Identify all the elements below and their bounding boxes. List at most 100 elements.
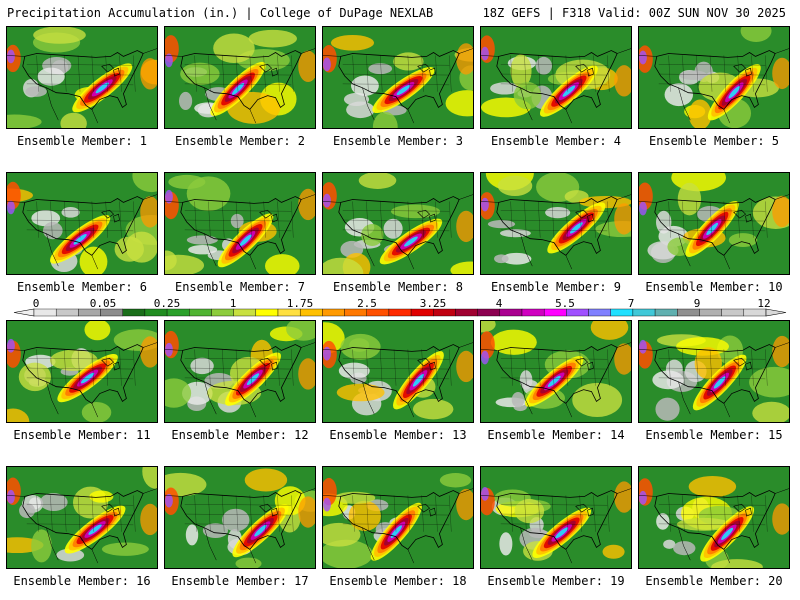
dry-area-shading (185, 524, 199, 546)
precip-shading-area (740, 27, 772, 42)
precip-core-band (706, 222, 719, 236)
ensemble-member-label: Ensemble Member: 11 (13, 428, 151, 442)
canada-border-line (481, 342, 631, 351)
colorbar-tick-label: 0.25 (153, 297, 181, 310)
ensemble-member-label: Ensemble Member: 18 (329, 574, 467, 588)
precip-shading-area (265, 254, 300, 274)
precip-core-band (555, 527, 569, 539)
ensemble-member-map (322, 172, 474, 275)
colorbar-swatch (299, 308, 323, 317)
state-boundary-lines (184, 495, 294, 532)
precip-shading-area (490, 329, 537, 355)
precip-shading-area (79, 246, 108, 274)
canada-border-line (7, 342, 157, 351)
colorbar-swatch (33, 308, 57, 317)
precip-shading-area (165, 378, 192, 408)
dry-area-shading (350, 75, 379, 96)
colorbar-swatch (233, 308, 257, 317)
mexico-border-line (520, 87, 573, 124)
dry-area-shading (664, 83, 694, 107)
colorbar-swatch (166, 308, 190, 317)
ensemble-member-label: Ensemble Member: 12 (171, 428, 309, 442)
precip-shading-area (336, 383, 385, 402)
precip-shading-area (590, 321, 629, 340)
ensemble-member-label: Ensemble Member: 2 (174, 134, 306, 148)
colorbar-swatch (211, 308, 234, 317)
colorbar-tick-label: 2.5 (357, 297, 377, 310)
state-boundary-lines (342, 495, 452, 532)
colorbar-swatch (521, 308, 545, 317)
precip-shading-area (186, 176, 231, 211)
colorbar-tick-label: 1.75 (286, 297, 314, 310)
ensemble-member-map (638, 466, 790, 569)
state-boundary-lines (184, 55, 294, 92)
mexico-border-line (46, 527, 99, 564)
mexico-border-line (678, 233, 731, 270)
mexico-border-line (204, 87, 257, 124)
model-valid-time: 18Z GEFS | F318 Valid: 00Z SUN NOV 30 20… (482, 6, 786, 20)
precip-shading-area (412, 398, 454, 420)
precip-shading-area (497, 175, 533, 197)
dry-area-shading (535, 56, 553, 75)
canada-border-line (165, 48, 315, 57)
colorbar-swatch (144, 308, 168, 317)
state-boundary-lines (26, 495, 136, 532)
atlantic-precip-shading (298, 496, 315, 528)
dry-area-shading (61, 207, 80, 218)
colorbar-tick-label: 0 (32, 297, 40, 310)
coastal-precip-core (639, 490, 647, 505)
precip-shading-area (510, 54, 532, 88)
precip-shading-area (18, 362, 52, 392)
ensemble-member-map (6, 320, 158, 423)
mexico-border-line (204, 233, 257, 270)
us-border-outline (338, 344, 460, 404)
coastal-precip-core (323, 346, 331, 361)
state-boundary-lines (658, 201, 768, 238)
precip-shading-area (248, 29, 297, 48)
us-border-outline (22, 344, 144, 404)
precip-shading-area (688, 475, 737, 498)
precip-core-band (396, 84, 411, 96)
colorbar-swatch (433, 308, 456, 317)
dry-area-shading (656, 513, 670, 530)
ensemble-member-label: Ensemble Member: 19 (487, 574, 625, 588)
colorbar-swatch (55, 308, 79, 317)
dry-area-shading (37, 67, 65, 86)
us-border-outline (338, 490, 460, 550)
colorbar-swatch (588, 308, 611, 317)
ensemble-member-label: Ensemble Member: 14 (487, 428, 625, 442)
coastal-precip-core (7, 49, 15, 64)
precip-core-band (246, 373, 260, 386)
atlantic-precip-shading (140, 58, 157, 90)
dry-area-shading (25, 86, 47, 97)
precip-shading-area (749, 366, 789, 398)
ensemble-member-label: Ensemble Member: 9 (490, 280, 622, 294)
precip-shading-area (7, 114, 42, 128)
state-boundary-lines (500, 495, 610, 532)
ensemble-member-map (322, 320, 474, 423)
colorbar-swatch (677, 308, 700, 317)
precip-shading-area (213, 33, 255, 64)
mexico-border-line (362, 527, 415, 564)
precip-shading-area (361, 224, 384, 246)
precip-shading-area (7, 408, 30, 422)
colorbar-tick-label: 5.5 (555, 297, 575, 310)
mexico-border-line (678, 87, 731, 124)
canada-border-line (481, 48, 631, 57)
atlantic-precip-shading (614, 481, 631, 513)
colorbar-swatch (499, 308, 523, 317)
ensemble-member-map (480, 26, 632, 129)
dry-area-shading (501, 252, 532, 265)
precip-core-band (721, 527, 734, 541)
atlantic-precip-shading (456, 210, 473, 243)
state-boundary-lines (184, 201, 294, 238)
precip-core-band (713, 376, 726, 389)
precip-shading-area (132, 173, 157, 193)
ensemble-member-map (322, 466, 474, 569)
colorbar-swatch (322, 308, 345, 317)
coastal-precip-core (7, 338, 15, 353)
colorbar-swatch (455, 308, 478, 317)
canada-border-line (639, 342, 789, 351)
us-border-outline (180, 490, 302, 550)
precip-shading-area (677, 182, 702, 216)
